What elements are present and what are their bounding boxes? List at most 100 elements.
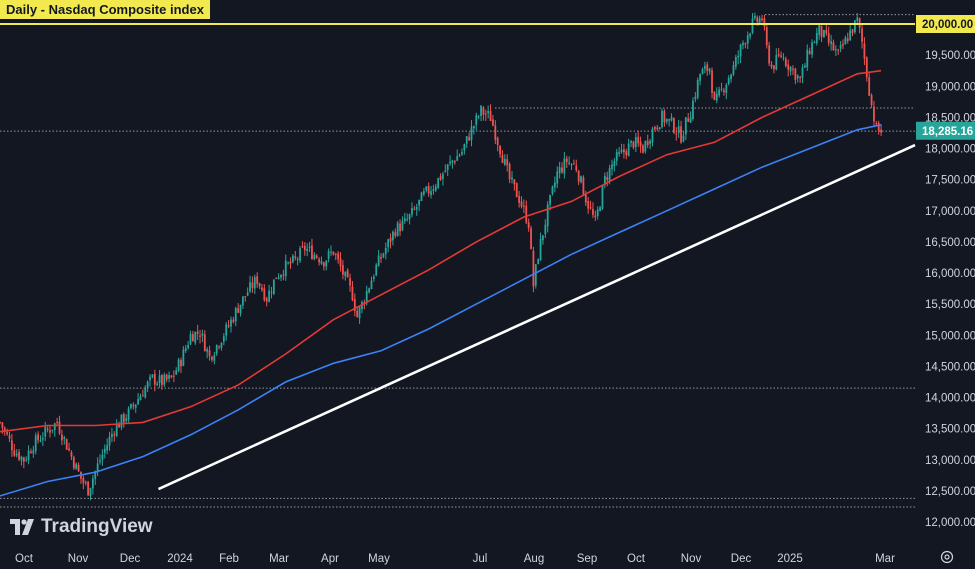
candle (799, 75, 802, 83)
x-tick-label: Jul (473, 553, 488, 565)
candle (187, 341, 190, 350)
candle (513, 179, 516, 191)
candle (125, 414, 128, 424)
candle (861, 23, 863, 49)
candle (175, 367, 178, 376)
svg-text:20,000.00: 20,000.00 (922, 19, 973, 31)
candle (825, 24, 828, 36)
candle (34, 432, 37, 455)
candle (275, 277, 278, 280)
candle (506, 154, 509, 172)
candle (22, 456, 25, 469)
candle (737, 50, 740, 65)
candle (834, 45, 837, 56)
candle (163, 372, 166, 387)
candle (408, 213, 411, 225)
settings-icon[interactable] (940, 550, 954, 564)
candle (730, 73, 732, 83)
candle (525, 200, 528, 225)
candle (580, 175, 582, 184)
candle (263, 284, 266, 302)
candle (406, 213, 409, 222)
candle (842, 39, 844, 49)
candle (689, 111, 692, 123)
candle (111, 427, 113, 443)
candle (382, 252, 385, 259)
plot-area (0, 0, 915, 540)
candle (439, 173, 442, 181)
candle (449, 155, 451, 166)
candle (334, 252, 337, 261)
candle (20, 455, 23, 466)
tradingview-logo-icon (10, 519, 34, 535)
candle (358, 306, 361, 324)
candle (230, 316, 232, 333)
y-tick-label: 13,000.00 (925, 455, 975, 467)
candle (777, 48, 780, 58)
candle (384, 242, 387, 260)
candle (784, 56, 787, 68)
resistance-price-label: 20,000.00 (916, 15, 975, 33)
candle (489, 104, 492, 122)
candle (680, 120, 682, 144)
candle (556, 166, 559, 189)
candle (413, 205, 416, 211)
candle (61, 429, 63, 446)
candle (75, 462, 78, 470)
candle (168, 371, 170, 383)
candle (846, 32, 849, 44)
candle (182, 345, 185, 367)
candle (725, 83, 728, 100)
candle (544, 219, 547, 239)
candle (673, 117, 675, 134)
candle (642, 143, 644, 154)
candle (146, 380, 149, 392)
candle (232, 316, 235, 324)
candle (742, 40, 744, 50)
candle (511, 171, 513, 184)
candle (82, 475, 85, 490)
candle (161, 374, 163, 390)
candle (663, 109, 666, 127)
candle (403, 212, 406, 224)
candle (201, 329, 204, 343)
candle (765, 23, 768, 49)
candle (315, 254, 318, 259)
candle (380, 253, 382, 263)
candle (11, 433, 13, 457)
candle (639, 136, 642, 153)
candle (839, 41, 842, 53)
candle (520, 196, 523, 209)
candle (156, 381, 159, 387)
candle (165, 373, 168, 383)
candle (115, 419, 118, 438)
candle (318, 257, 320, 266)
x-tick-label: Aug (524, 553, 544, 565)
candle (856, 13, 859, 24)
candle (682, 131, 685, 143)
candle (387, 238, 390, 253)
candle (537, 258, 540, 265)
candle (613, 157, 616, 172)
candle (437, 177, 440, 190)
candle (515, 182, 518, 198)
candle (65, 438, 68, 450)
candle (284, 254, 287, 281)
candle (415, 203, 418, 216)
candle (401, 216, 404, 232)
candle (570, 163, 573, 171)
candle (327, 248, 330, 263)
candle (801, 64, 804, 84)
candle (51, 429, 54, 434)
candle (477, 114, 480, 120)
candle (594, 210, 597, 221)
candle (120, 414, 123, 431)
candle (558, 161, 561, 179)
x-tick-label: Oct (627, 553, 646, 565)
candle (665, 118, 668, 125)
candle (72, 455, 75, 471)
candle (215, 344, 218, 357)
candle (868, 73, 871, 97)
candle (420, 191, 423, 202)
